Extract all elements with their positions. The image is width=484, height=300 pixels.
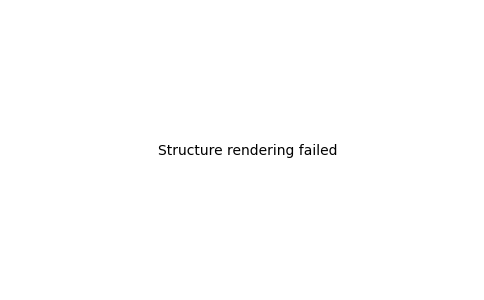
Text: Structure rendering failed: Structure rendering failed [158,145,338,158]
